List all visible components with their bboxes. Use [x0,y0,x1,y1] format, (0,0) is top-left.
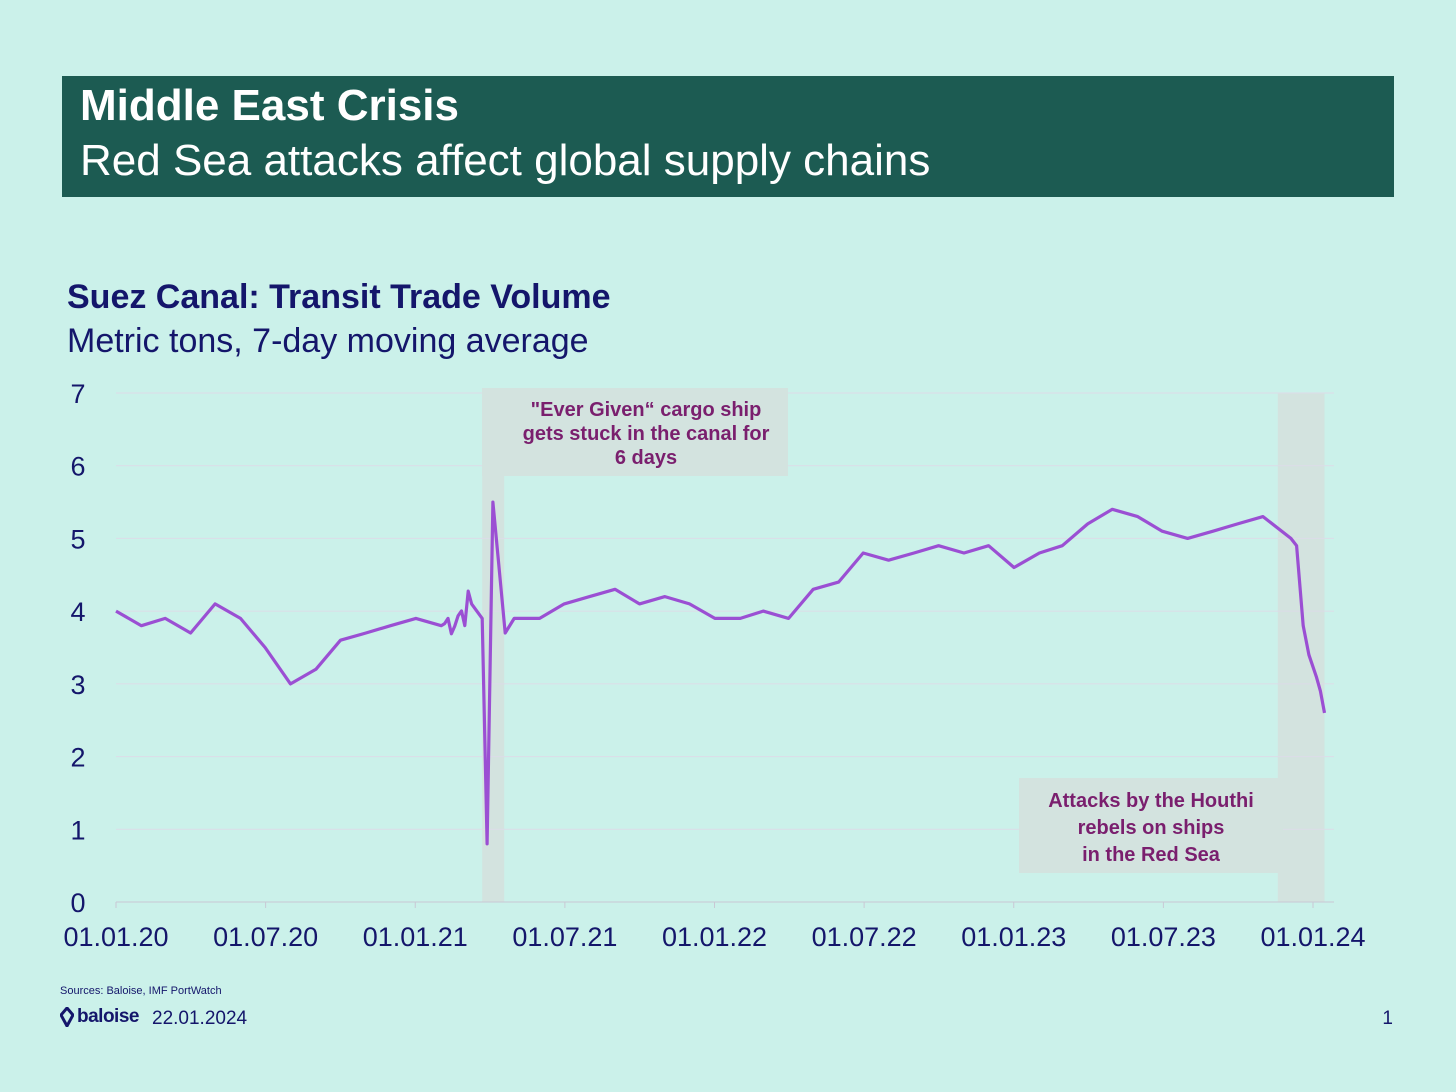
x-tick-label: 01.07.20 [213,922,318,952]
annotation-text: Attacks by the Houthi [1048,790,1254,812]
sources-note: Sources: Baloise, IMF PortWatch [60,985,222,997]
x-tick-label: 01.07.22 [812,922,917,952]
chart-subtitle: Metric tons, 7-day moving average [67,322,589,360]
annotation-text: 6 days [615,447,677,469]
header-subtitle: Red Sea attacks affect global supply cha… [80,136,931,185]
annotation-text: in the Red Sea [1082,844,1221,866]
page-number: 1 [1382,1008,1393,1029]
highlight-band-2 [1277,393,1325,902]
x-tick-label: 01.01.24 [1260,922,1365,952]
y-tick-label: 7 [70,379,85,409]
x-tick-label: 01.07.23 [1111,922,1216,952]
x-tick-label: 01.01.20 [63,922,168,952]
y-tick-label: 6 [70,452,85,482]
annotation-box-1 [482,388,788,476]
header-banner: Middle East Crisis Red Sea attacks affec… [62,76,1394,197]
annotation-text: "Ever Given“ cargo ship [531,399,762,421]
y-tick-label: 0 [70,888,85,918]
x-tick-label: 01.01.22 [662,922,767,952]
x-tick-label: 01.01.21 [363,922,468,952]
y-tick-label: 3 [70,670,85,700]
x-tick-label: 01.01.23 [961,922,1066,952]
annotation-box-2 [1019,778,1283,873]
series-group [115,500,1327,846]
baloise-logo: baloise [60,1006,139,1028]
x-tick-label: 01.07.21 [512,922,617,952]
x-axis: 01.01.20 01.07.20 01.01.21 01.07.21 01.01.22… [63,902,1366,952]
series-line-1 [115,500,1327,846]
y-axis: 0 1 2 3 4 5 6 7 [70,379,85,918]
footer-date: 22.01.2024 [152,1008,248,1029]
chart-title: Suez Canal: Transit Trade Volume [67,278,611,316]
y-tick-label: 5 [70,524,85,554]
baloise-logo-icon [60,1007,74,1027]
logo-text: baloise [77,1006,139,1027]
y-tick-label: 2 [70,743,85,773]
y-tick-label: 4 [70,597,85,627]
annotation-text: rebels on ships [1078,817,1225,839]
annotation-text: gets stuck in the canal for [523,423,770,445]
header-title: Middle East Crisis [80,81,460,130]
y-tick-label: 1 [70,815,85,845]
